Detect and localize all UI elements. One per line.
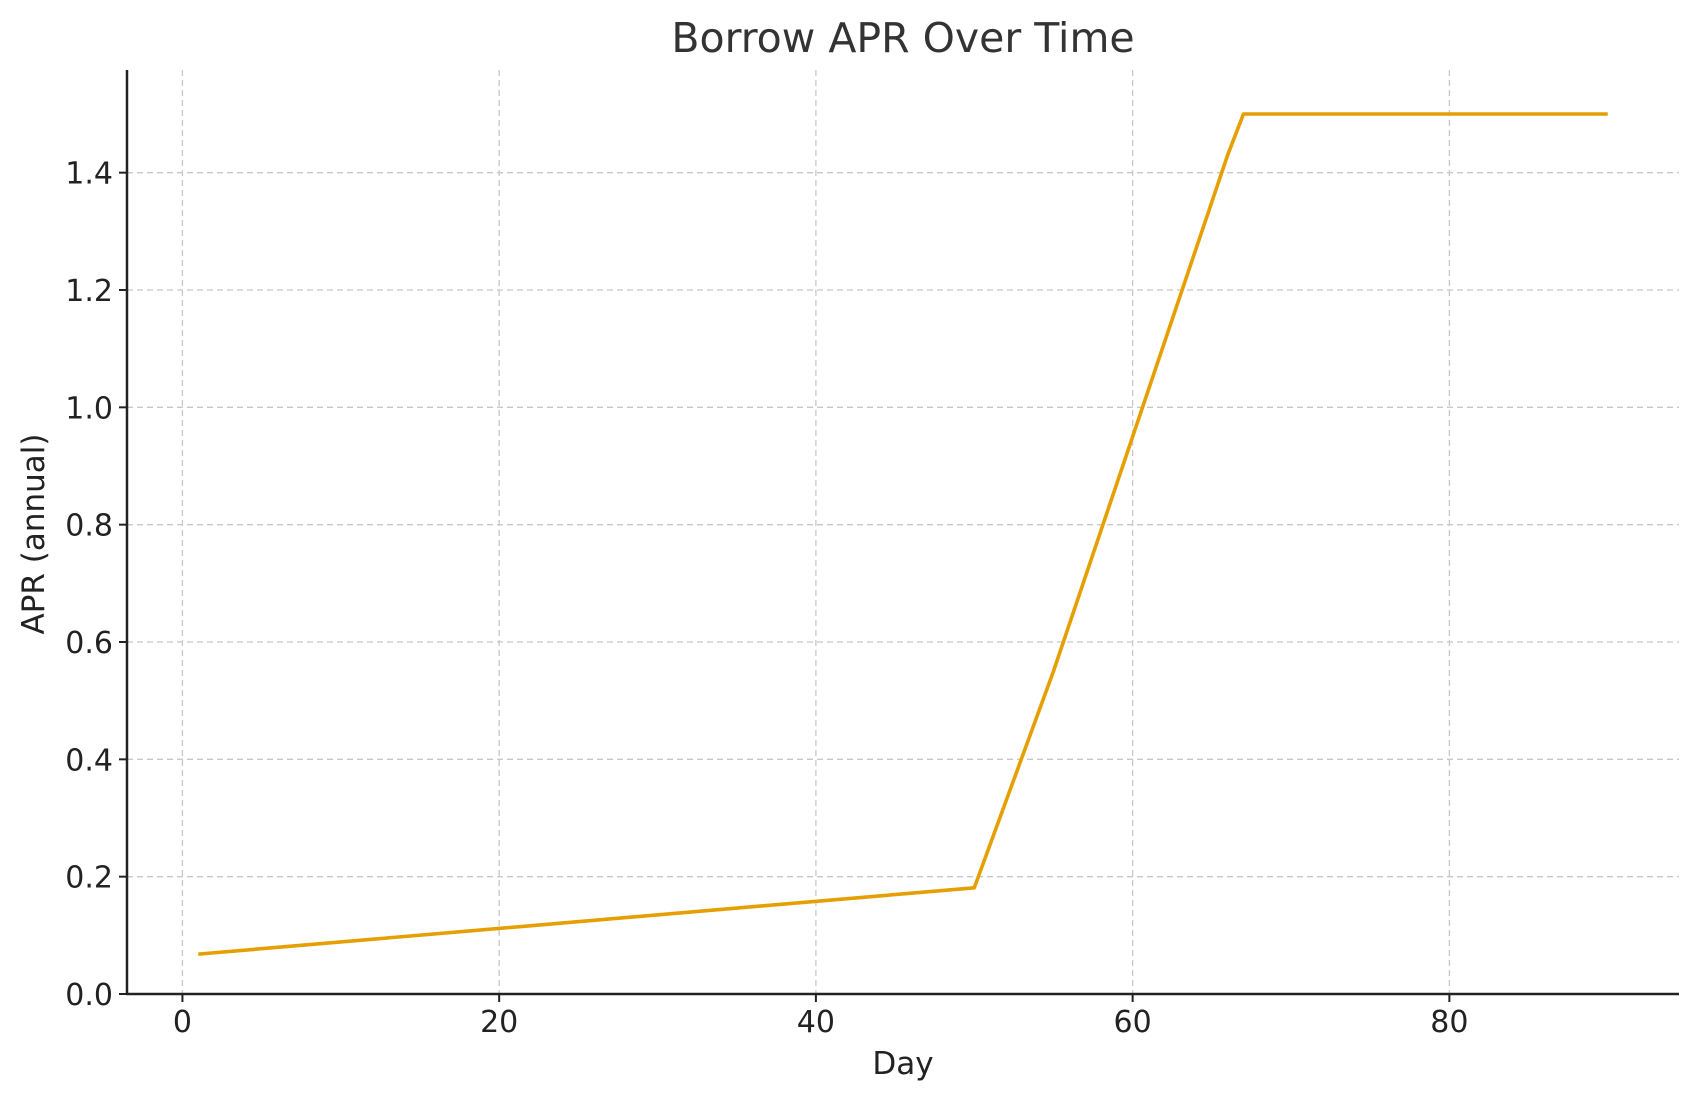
- y-tick-label: 0.0: [65, 978, 113, 1013]
- x-tick-label: 60: [1114, 1005, 1152, 1040]
- y-axis-label: APR (annual): [16, 433, 52, 634]
- y-tick-label: 0.2: [65, 861, 113, 896]
- y-tick-label: 1.2: [65, 274, 113, 309]
- y-tick-label: 0.8: [65, 509, 113, 544]
- x-tick-label: 80: [1430, 1005, 1468, 1040]
- x-tick-label: 20: [480, 1005, 518, 1040]
- x-tick-label: 0: [173, 1005, 192, 1040]
- x-axis-label: Day: [872, 1046, 933, 1082]
- chart-title: Borrow APR Over Time: [671, 14, 1134, 62]
- series-group: [198, 112, 1608, 956]
- tick-labels: 0 20 40 60 80 0.0 0.2 0.4 0.6 0.8 1.0 1.2 1.4: [65, 157, 1468, 1040]
- series-line: [198, 112, 1608, 956]
- x-tick-label: 40: [797, 1005, 835, 1040]
- y-tick-label: 1.0: [65, 391, 113, 426]
- axes: [119, 70, 1679, 1002]
- y-tick-label: 1.4: [65, 157, 113, 192]
- y-tick-label: 0.6: [65, 626, 113, 661]
- y-tick-label: 0.4: [65, 743, 113, 778]
- grid-lines: [127, 70, 1679, 995]
